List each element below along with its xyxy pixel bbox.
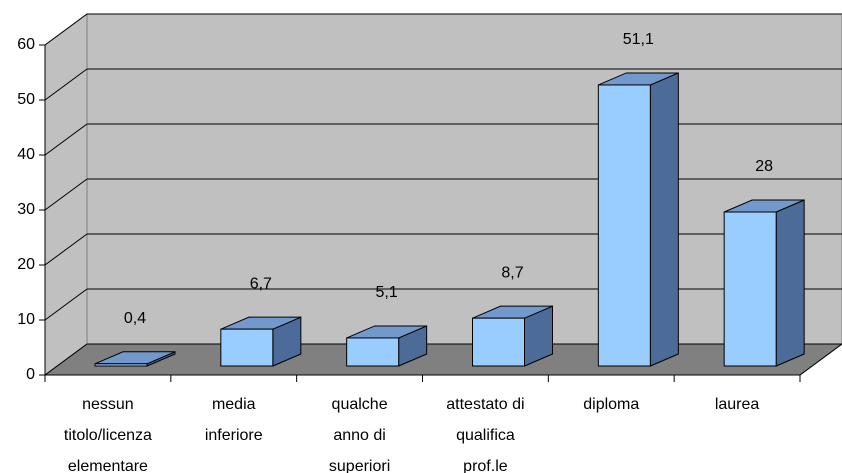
y-tick-label: 10 <box>17 311 35 328</box>
x-tick-label: diploma <box>583 396 639 413</box>
x-tick-label: attestato di qualifica prof.le <box>446 396 524 473</box>
x-tick-label: media inferiore <box>205 396 263 444</box>
x-tick-label-line: laurea <box>715 396 760 413</box>
grid-line <box>44 123 88 156</box>
y-tick-label: 50 <box>17 91 35 108</box>
data-label: 0,4 <box>124 310 146 327</box>
bar <box>94 351 176 367</box>
y-tick-label: 0 <box>26 366 35 383</box>
x-tick-label-line: superiori <box>329 458 390 473</box>
bar-side <box>649 72 679 367</box>
floor <box>43 343 842 376</box>
data-label: 6,7 <box>250 275 272 292</box>
bar-front <box>597 84 651 367</box>
grid-line <box>44 13 88 46</box>
grid-line <box>44 233 88 266</box>
data-label: 8,7 <box>501 264 523 281</box>
x-tick-label-line: elementare <box>68 458 148 473</box>
bar <box>597 72 679 367</box>
x-tick-label-line: qualche <box>332 396 388 413</box>
grid-line <box>44 288 88 321</box>
data-label: 5,1 <box>376 284 398 301</box>
y-tick-label: 60 <box>17 36 35 53</box>
bar <box>723 199 805 367</box>
bar <box>346 325 428 367</box>
bar <box>220 316 302 367</box>
x-tick-label-line: anno di <box>333 427 386 444</box>
x-tick-label-line: qualifica <box>456 427 515 444</box>
bar-front <box>346 337 400 367</box>
x-tick-label: nessun titolo/licenza elementare <box>64 396 152 473</box>
y-tick-label: 40 <box>17 146 35 163</box>
bar <box>472 305 553 367</box>
data-label: 28 <box>755 158 773 175</box>
x-tick-label-line: nessun <box>82 396 134 413</box>
bar-front <box>94 363 148 367</box>
x-tick-label-line: attestato di <box>446 396 524 413</box>
x-tick-label: laurea <box>715 396 760 413</box>
bar-side <box>775 199 805 367</box>
x-tick-label-line: titolo/licenza <box>64 427 152 444</box>
x-tick-label-line: prof.le <box>463 458 508 473</box>
x-tick-label: qualche anno di superiori <box>329 396 390 473</box>
grid-line <box>44 343 88 376</box>
data-label: 51,1 <box>623 31 654 48</box>
x-tick-label-line: inferiore <box>205 427 263 444</box>
grid-line <box>44 68 88 101</box>
bar-front <box>472 317 525 367</box>
y-tick-label: 30 <box>17 201 35 218</box>
bar-front <box>723 211 777 367</box>
x-tick-label-line: diploma <box>583 396 639 413</box>
y-tick-label: 20 <box>17 256 35 273</box>
bar-front <box>220 328 274 367</box>
x-tick-label-line: media <box>212 396 256 413</box>
floor-edge <box>799 343 842 376</box>
grid-line <box>44 178 88 211</box>
